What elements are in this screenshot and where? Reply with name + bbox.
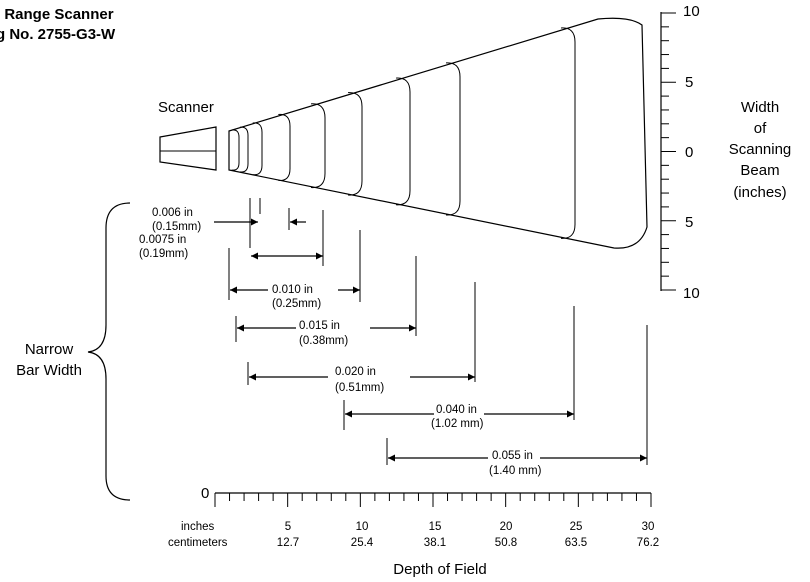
beam-section-arc bbox=[445, 62, 461, 216]
beam-section-arc bbox=[239, 126, 249, 173]
scanning-beam bbox=[228, 17, 648, 249]
range-arrow-00075 bbox=[251, 252, 323, 260]
depth-inch-tick-30: 30 bbox=[642, 521, 655, 533]
depth-inch-tick-20: 20 bbox=[500, 521, 513, 533]
range-arrow-0040 bbox=[345, 410, 574, 418]
range-arrow-0006 bbox=[214, 218, 306, 226]
title-line-1: l Range Scanner bbox=[0, 6, 114, 23]
range-metric-00075: (0.19mm) bbox=[139, 248, 188, 260]
depth-of-field-axis bbox=[214, 492, 652, 507]
narrow-bar-width-label-line-2: Bar Width bbox=[16, 362, 82, 379]
beam-axis-label-line-1: Width bbox=[741, 99, 779, 116]
range-metric-0040: (1.02 mm) bbox=[431, 418, 484, 430]
arrow-head bbox=[316, 252, 323, 260]
arrow-head bbox=[640, 454, 647, 462]
arrow-head bbox=[230, 286, 237, 294]
beam-tick-label-bottom-10: 10 bbox=[683, 285, 700, 302]
scanner-label: Scanner bbox=[158, 99, 214, 116]
depth-cm-tick-12-7: 12.7 bbox=[277, 537, 299, 549]
depth-unit-inches: inches bbox=[181, 521, 214, 533]
range-label-0020: 0.020 in bbox=[335, 366, 376, 378]
narrow-bar-width-label-line-1: Narrow bbox=[25, 341, 74, 358]
arrow-head bbox=[237, 324, 244, 332]
depth-unit-centimeters: centimeters bbox=[168, 537, 228, 549]
arrow-head bbox=[567, 410, 574, 418]
arrow-head bbox=[249, 373, 256, 381]
depth-inch-tick-5: 5 bbox=[285, 521, 291, 533]
beam-section-arc bbox=[310, 103, 326, 189]
narrow-bar-width-brace bbox=[87, 202, 131, 501]
depth-zero-label: 0 bbox=[201, 485, 209, 502]
scanner-icon bbox=[159, 126, 217, 171]
depth-cm-tick-38-1: 38.1 bbox=[424, 537, 446, 549]
range-arrow-0015 bbox=[237, 324, 416, 332]
beam-tick-label-top-10: 10 bbox=[683, 3, 700, 20]
depth-cm-tick-25-4: 25.4 bbox=[351, 537, 374, 549]
range-label-0006: 0.006 in bbox=[152, 207, 193, 219]
depth-inch-tick-10: 10 bbox=[356, 521, 369, 533]
arrow-head bbox=[468, 373, 475, 381]
beam-section-arc bbox=[252, 122, 263, 176]
beam-tick-label-top-5: 5 bbox=[685, 74, 693, 91]
range-label-00075: 0.0075 in bbox=[139, 234, 186, 246]
range-arrow-0020 bbox=[249, 373, 475, 381]
range-guides bbox=[228, 198, 648, 465]
beam-axis-label-line-4: Beam bbox=[740, 162, 779, 179]
arrow-head bbox=[388, 454, 395, 462]
depth-inch-tick-15: 15 bbox=[429, 521, 442, 533]
depth-cm-tick-63-5: 63.5 bbox=[565, 537, 587, 549]
beam-section-arc bbox=[278, 113, 291, 181]
beam-width-axis: 10 5 0 5 10 bbox=[660, 3, 700, 302]
beam-axis-label: Width of Scanning Beam (inches) bbox=[729, 99, 792, 201]
range-metric-0006: (0.15mm) bbox=[152, 221, 201, 233]
arrow-head bbox=[251, 218, 258, 226]
title-line-2: g No. 2755-G3-W bbox=[0, 26, 116, 43]
range-label-0040: 0.040 in bbox=[436, 404, 477, 416]
range-metric-0055: (1.40 mm) bbox=[489, 465, 542, 477]
arrow-head bbox=[409, 324, 416, 332]
arrow-head bbox=[345, 410, 352, 418]
beam-section-arc bbox=[347, 92, 363, 196]
arrow-head bbox=[251, 252, 258, 260]
range-metric-0020: (0.51mm) bbox=[335, 382, 384, 394]
depth-of-field-title: Depth of Field bbox=[393, 561, 486, 578]
beam-section-arc bbox=[395, 77, 411, 206]
depth-cm-tick-76-2: 76.2 bbox=[637, 537, 659, 549]
arrow-head bbox=[353, 286, 360, 294]
range-label-0055: 0.055 in bbox=[492, 450, 533, 462]
beam-section-arc bbox=[231, 129, 240, 171]
beam-axis-label-line-2: of bbox=[754, 120, 767, 137]
beam-tick-label-0: 0 bbox=[685, 144, 693, 161]
arrow-head bbox=[290, 218, 297, 226]
range-arrow-0055 bbox=[388, 454, 647, 462]
beam-section-arc bbox=[560, 27, 576, 239]
range-arrow-0010 bbox=[230, 286, 360, 294]
range-label-0015: 0.015 in bbox=[299, 320, 340, 332]
range-label-0010: 0.010 in bbox=[272, 284, 313, 296]
beam-tick-label-bottom-5: 5 bbox=[685, 214, 693, 231]
beam-axis-label-line-5: (inches) bbox=[733, 184, 786, 201]
beam-axis-label-line-3: Scanning bbox=[729, 141, 792, 158]
depth-cm-tick-50-8: 50.8 bbox=[495, 537, 517, 549]
range-metric-0010: (0.25mm) bbox=[272, 298, 321, 310]
range-metric-0015: (0.38mm) bbox=[299, 335, 348, 347]
range-arrows bbox=[214, 218, 647, 462]
depth-inch-tick-25: 25 bbox=[570, 521, 583, 533]
